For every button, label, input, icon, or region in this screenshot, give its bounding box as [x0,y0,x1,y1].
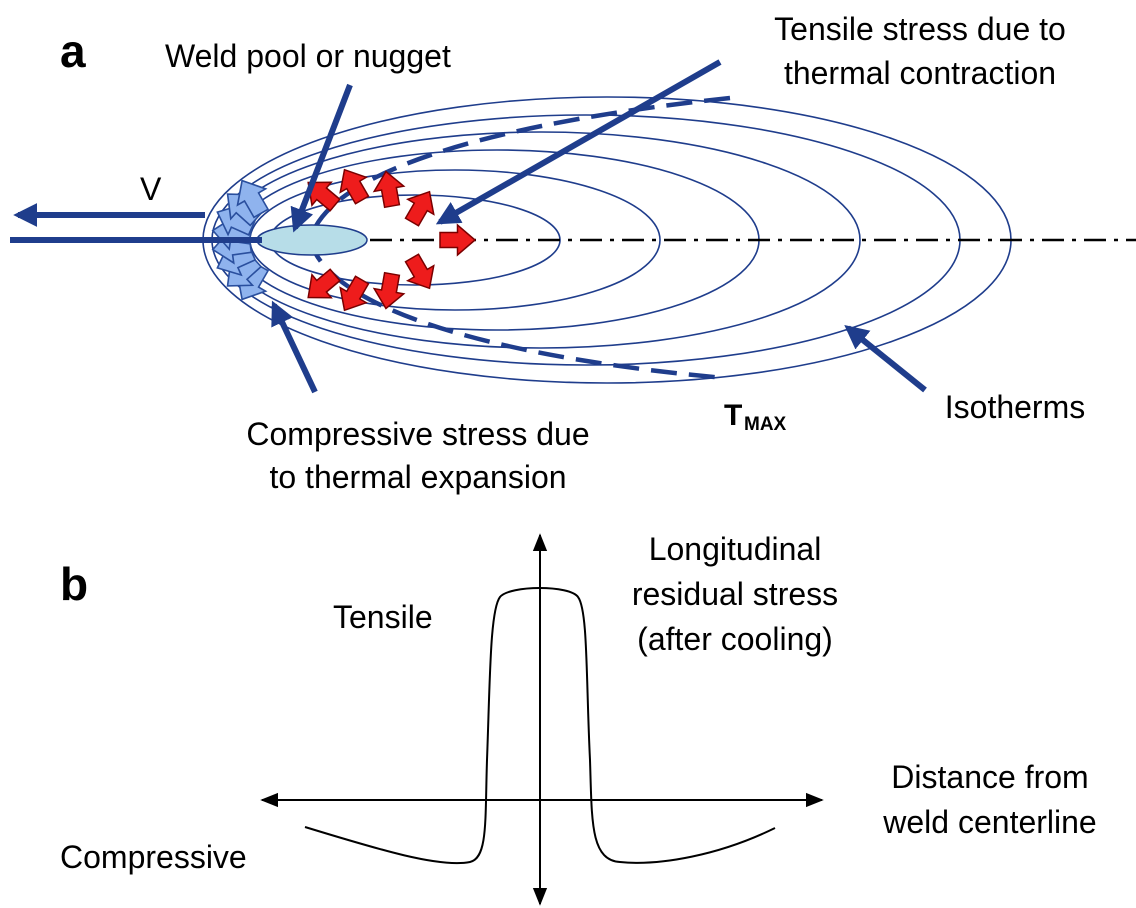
stress-arrow [372,170,406,209]
pointer-arrow [290,83,353,233]
label: Tensile stress due to [774,11,1066,47]
label: T [724,399,742,432]
stress-arrow [404,190,435,227]
pointer-arrow [435,59,722,225]
weld-pool [256,224,368,256]
label: Weld pool or nugget [165,38,451,74]
label: Isotherms [945,389,1085,425]
label: to thermal expansion [269,459,566,495]
stress-arrow [404,253,435,290]
label: Longitudinal [649,531,822,567]
label: residual stress [632,576,838,612]
panel-label: a [60,25,86,77]
stress-arrow [307,268,341,299]
stress-arrow [339,168,370,205]
pointer-arrow [271,300,318,394]
label: Tensile [333,599,433,635]
label: V [140,171,162,207]
stress-arrow [372,271,406,310]
label-subscript: MAX [744,414,787,435]
label: (after cooling) [637,621,833,657]
label: Compressive stress due [246,416,589,452]
label: Distance from [891,759,1088,795]
stress-curve [304,587,776,865]
stress-arrows [211,168,477,312]
stress-arrow [339,275,370,312]
label: thermal contraction [784,55,1056,91]
stress-arrow [307,181,341,212]
pointer-arrow [844,324,927,393]
label: weld centerline [882,804,1096,840]
stress-arrow [236,179,270,219]
panel-label: b [60,558,88,610]
stress-arrow [439,223,477,257]
label: Compressive [60,839,247,875]
